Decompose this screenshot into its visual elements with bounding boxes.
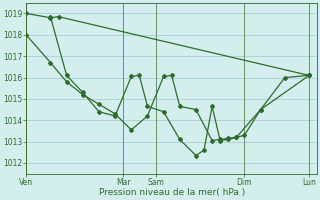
X-axis label: Pression niveau de la mer( hPa ): Pression niveau de la mer( hPa ) <box>99 188 245 197</box>
